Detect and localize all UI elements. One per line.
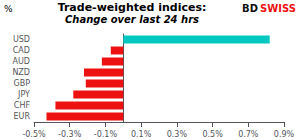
svg-text:Trade-weighted indices:: Trade-weighted indices: <box>58 1 207 14</box>
svg-text:%: % <box>4 4 13 14</box>
svg-text:BD: BD <box>242 3 258 14</box>
svg-text:CAD: CAD <box>13 46 30 55</box>
svg-text:EUR: EUR <box>14 112 31 121</box>
svg-text:-0.3%: -0.3% <box>58 130 82 139</box>
svg-text:JPY: JPY <box>17 90 30 99</box>
svg-text:AUD: AUD <box>13 57 31 66</box>
svg-text:SWISS: SWISS <box>260 3 296 14</box>
svg-text:USD: USD <box>13 35 30 44</box>
svg-text:GBP: GBP <box>13 79 30 88</box>
svg-text:0.9%: 0.9% <box>274 130 295 139</box>
svg-text:CHF: CHF <box>14 101 31 110</box>
svg-text:0.1%: 0.1% <box>131 130 152 139</box>
svg-text:NZD: NZD <box>12 68 30 77</box>
svg-text:0.5%: 0.5% <box>202 130 223 139</box>
svg-text:Change over last 24 hrs: Change over last 24 hrs <box>65 14 199 25</box>
svg-text:-0.5%: -0.5% <box>22 130 46 139</box>
svg-text:0.7%: 0.7% <box>238 130 259 139</box>
svg-text:0.3%: 0.3% <box>167 130 188 139</box>
svg-text:-0.1%: -0.1% <box>94 130 118 139</box>
